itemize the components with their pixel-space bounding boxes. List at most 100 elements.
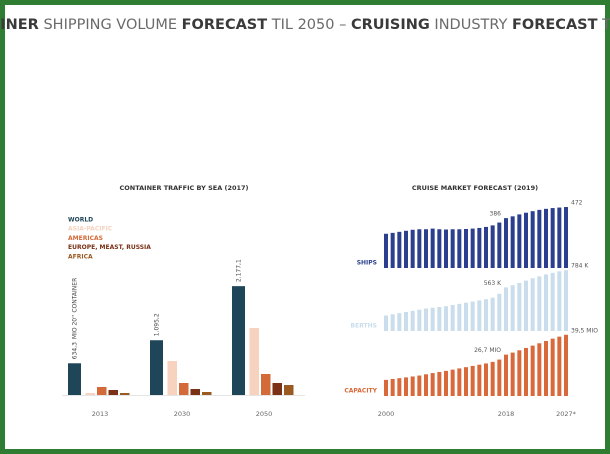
bar xyxy=(484,226,488,268)
bar xyxy=(190,389,200,395)
bar xyxy=(437,371,442,396)
x-tick-label: 2030 xyxy=(174,410,191,418)
bar xyxy=(477,300,482,331)
bar xyxy=(464,367,468,396)
bar xyxy=(457,229,462,268)
bar xyxy=(524,347,528,396)
bar xyxy=(150,340,163,395)
value-label: 2.177,1 xyxy=(235,259,242,282)
legend-entry: ASIA-PACIFIC xyxy=(68,226,113,233)
bar xyxy=(85,393,95,395)
title-part: CRUISING xyxy=(351,17,430,33)
bar xyxy=(97,387,107,395)
bar xyxy=(537,209,542,268)
bar xyxy=(444,229,448,268)
bar xyxy=(430,373,435,396)
bar xyxy=(272,383,282,395)
row-label: CAPACITY xyxy=(344,388,377,395)
bar xyxy=(444,370,448,396)
bar xyxy=(249,328,259,395)
bar xyxy=(417,229,422,268)
bar xyxy=(404,230,408,268)
value-label: 563 K xyxy=(484,280,502,287)
bar xyxy=(497,359,502,396)
bar xyxy=(504,354,508,396)
bar xyxy=(430,307,435,331)
bar xyxy=(470,228,475,268)
bar xyxy=(384,379,388,396)
value-label: 386 xyxy=(490,211,502,218)
bar xyxy=(504,287,508,331)
bar xyxy=(550,208,555,268)
unit-label: MIO 20'' CONTAINER xyxy=(71,278,78,339)
bar xyxy=(108,390,118,395)
bar xyxy=(390,314,395,331)
bar xyxy=(490,361,495,396)
bar xyxy=(510,352,515,396)
bar xyxy=(404,312,408,331)
chart-title: CONTAINER TRAFFIC BY SEA (2017) xyxy=(119,184,248,192)
bar xyxy=(397,313,402,331)
bar xyxy=(557,207,562,268)
bar xyxy=(417,309,422,331)
title-part: TIL 2027 xyxy=(598,17,610,33)
bar xyxy=(397,378,402,396)
value-label: 39,5 MIO xyxy=(571,327,598,334)
bar xyxy=(410,229,415,268)
bar xyxy=(517,282,522,331)
bar xyxy=(437,229,442,268)
value-label: 26,7 MIO xyxy=(474,347,501,354)
bar xyxy=(390,232,395,268)
bar xyxy=(390,378,395,396)
bar xyxy=(450,305,455,331)
value-label-number: 634,3 xyxy=(71,342,78,359)
value-label: 472 xyxy=(571,200,583,207)
legend-entry: AFRICA xyxy=(68,253,93,260)
bar xyxy=(484,363,488,396)
bar xyxy=(510,216,515,268)
bar xyxy=(450,229,455,268)
bar xyxy=(430,228,435,268)
bar xyxy=(530,211,535,268)
title-part: FORECAST xyxy=(182,17,268,33)
value-label: 784 K xyxy=(571,263,589,270)
value-label-number: 2.177,1 xyxy=(235,259,242,282)
bar xyxy=(524,212,528,268)
bar xyxy=(544,274,548,331)
bar xyxy=(497,293,502,331)
title-part: TIL 2050 – xyxy=(267,17,351,33)
bar xyxy=(550,338,555,396)
legend-entry: EUROPE, MEAST, RUSSIA xyxy=(68,244,151,251)
bar xyxy=(179,383,189,395)
bar xyxy=(564,334,568,396)
value-label: 634,3 MIO 20'' CONTAINER xyxy=(71,278,78,360)
bar xyxy=(517,350,522,396)
x-tick-label: 2018 xyxy=(498,410,515,418)
bar xyxy=(68,363,81,395)
bar xyxy=(261,374,271,395)
bar xyxy=(557,271,562,331)
title-part: SHIPPING VOLUME xyxy=(39,17,182,33)
bar xyxy=(477,364,482,396)
bar xyxy=(410,310,415,331)
bar xyxy=(477,227,482,268)
bar xyxy=(497,222,502,268)
x-tick-label: 2027* xyxy=(556,410,577,418)
bar xyxy=(504,218,508,268)
legend-entry: AMERICAS xyxy=(68,235,103,242)
bar xyxy=(544,208,548,268)
bar xyxy=(424,308,428,331)
bar xyxy=(484,299,488,331)
value-label-number: 1.095,2 xyxy=(153,313,160,336)
bar xyxy=(384,233,388,268)
legend-entry: WORLD xyxy=(68,217,93,224)
bar xyxy=(530,278,535,331)
x-tick-label: 2013 xyxy=(92,410,109,418)
bar xyxy=(464,228,468,268)
bar xyxy=(544,340,548,396)
row-label: SHIPS xyxy=(357,260,377,267)
bar xyxy=(470,301,475,331)
bar xyxy=(202,392,212,395)
bar xyxy=(537,343,542,396)
